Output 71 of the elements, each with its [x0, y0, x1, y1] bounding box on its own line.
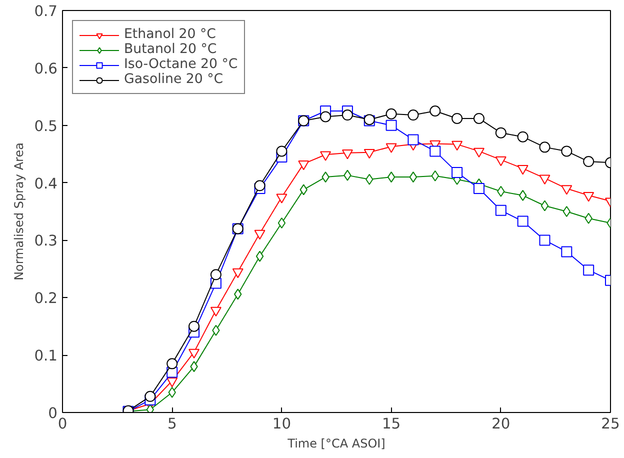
point — [188, 320, 200, 332]
point — [540, 200, 549, 212]
point — [495, 156, 506, 166]
legend-label: Ethanol 20 °C — [124, 27, 216, 42]
point — [144, 390, 156, 402]
y-tick-label: 0.2 — [34, 290, 58, 308]
point — [386, 143, 397, 153]
point — [409, 172, 418, 183]
point — [495, 204, 506, 216]
x-tick-label: 5 — [167, 416, 177, 432]
point — [539, 234, 550, 246]
point — [583, 264, 594, 276]
point — [408, 134, 419, 146]
point — [408, 110, 419, 121]
point — [430, 106, 441, 116]
point — [562, 206, 570, 217]
point — [561, 246, 572, 258]
point — [518, 190, 527, 201]
point — [583, 156, 594, 168]
y-tick-label: 0 — [48, 405, 58, 422]
point — [188, 348, 200, 358]
point — [583, 192, 594, 202]
point — [276, 194, 288, 204]
point — [254, 180, 266, 192]
point — [386, 120, 397, 131]
x-tick-label: 25 — [601, 416, 620, 432]
point — [320, 151, 332, 161]
x-tick-label: 15 — [382, 416, 401, 432]
point — [210, 306, 222, 317]
point — [278, 217, 286, 228]
legend-label: Butanol 20 °C — [124, 42, 217, 57]
x-tick-label: 10 — [272, 416, 292, 432]
point — [452, 166, 463, 178]
point — [561, 146, 572, 157]
point — [254, 230, 266, 240]
y-tick-label: 0.6 — [34, 60, 58, 78]
legend-label: Iso-Octane 20 °C — [124, 57, 238, 72]
point — [320, 111, 332, 122]
point — [256, 250, 264, 262]
x-axis-title: Time [°CA ASOI] — [286, 436, 386, 450]
point — [452, 112, 463, 124]
y-tick-label: 0.4 — [34, 175, 58, 192]
point — [298, 160, 310, 170]
point — [232, 268, 244, 278]
legend-label: Gasoline 20 °C — [124, 72, 224, 87]
point — [539, 142, 550, 153]
point — [342, 110, 353, 121]
point — [473, 112, 484, 124]
point — [210, 269, 222, 280]
point — [364, 148, 375, 159]
point — [386, 108, 397, 120]
y-axis-title: Normalised Spray Area — [12, 142, 26, 280]
x-tick-label: 20 — [492, 416, 510, 432]
point — [452, 140, 463, 151]
y-tick-label: 0.3 — [34, 232, 58, 250]
y-tick-label: 0.7 — [34, 3, 58, 20]
point — [539, 174, 550, 184]
point — [561, 185, 572, 195]
point — [473, 148, 484, 158]
point — [517, 216, 528, 227]
point — [276, 146, 288, 157]
point — [517, 131, 528, 142]
y-tick-label: 0.1 — [34, 348, 58, 365]
point — [342, 150, 353, 160]
point — [517, 165, 528, 175]
point — [387, 172, 396, 183]
y-tick-label: 0.5 — [34, 118, 58, 135]
point — [430, 146, 441, 157]
point — [495, 127, 506, 138]
point — [473, 183, 484, 194]
point — [166, 358, 178, 370]
